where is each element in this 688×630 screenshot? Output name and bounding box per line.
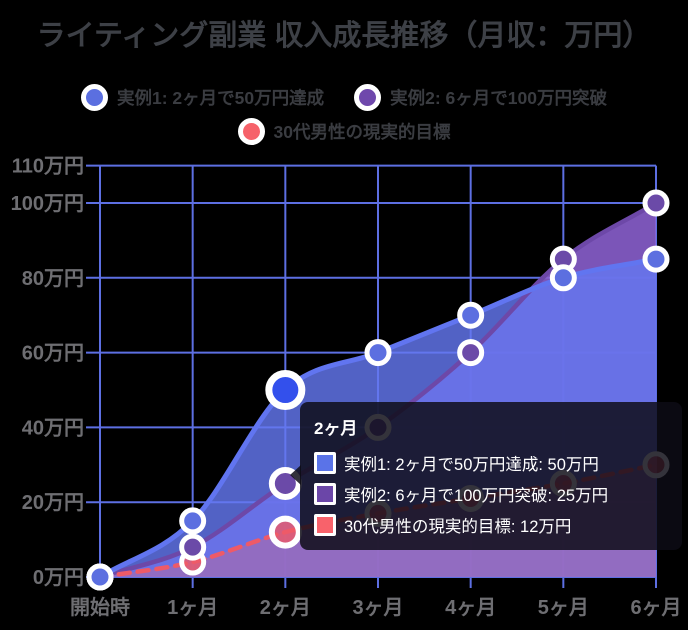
- legend-row-1: 実例1: 2ヶ月で50万円達成 実例2: 6ヶ月で100万円突破: [0, 84, 688, 111]
- legend-marker-series2-circle: [354, 84, 382, 111]
- data-point-series2[interactable]: [179, 533, 207, 561]
- data-point-series1[interactable]: [265, 370, 306, 410]
- x-axis-label: 4ヶ月: [445, 597, 496, 619]
- tooltip-row-label: 実例1: 2ヶ月で50万円達成: 50万円: [344, 455, 599, 474]
- x-axis-label: 3ヶ月: [352, 597, 403, 619]
- data-point-series1[interactable]: [364, 339, 392, 367]
- y-axis-label: 100万円: [11, 193, 84, 215]
- data-point-series2[interactable]: [457, 339, 485, 367]
- data-point-series1[interactable]: [457, 301, 485, 329]
- tooltip-rows: 実例1: 2ヶ月で50万円達成: 50万円 実例2: 6ヶ月で100万円突破: 2…: [314, 447, 666, 540]
- x-axis-label: 6ヶ月: [630, 597, 681, 619]
- legend-marker-series1-circle: [81, 84, 108, 111]
- legend-label-series2: 実例2: 6ヶ月で100万円突破: [390, 88, 607, 108]
- y-axis-label: 60万円: [22, 343, 84, 365]
- y-axis-label: 20万円: [22, 492, 84, 514]
- legend-row-2: 30代男性の現実的目標: [0, 118, 688, 145]
- chart-legend: 実例1: 2ヶ月で50万円達成 実例2: 6ヶ月で100万円突破 30代男性の現…: [0, 84, 688, 145]
- chart-tooltip: 2ヶ月 実例1: 2ヶ月で50万円達成: 50万円 実例2: 6ヶ月で100万円突…: [290, 402, 682, 550]
- legend-item-series2[interactable]: 実例2: 6ヶ月で100万円突破: [354, 84, 607, 111]
- x-axis-label: 2ヶ月: [260, 597, 311, 619]
- legend-item-series3[interactable]: 30代男性の現実的目標: [237, 118, 451, 145]
- y-axis-label: 110万円: [12, 156, 84, 178]
- tooltip-row-label: 実例2: 6ヶ月で100万円突破: 25万円: [344, 486, 609, 505]
- x-axis-label: 開始時: [70, 595, 130, 619]
- tooltip-color-swatch: [314, 513, 336, 536]
- tooltip-title: 2ヶ月: [314, 419, 358, 438]
- tooltip-row-label: 30代男性の現実的目標: 12万円: [344, 517, 572, 536]
- x-axis-label: 5ヶ月: [538, 597, 589, 619]
- data-point-series3[interactable]: [268, 515, 302, 549]
- legend-label-series3: 30代男性の現実的目標: [273, 122, 451, 142]
- tooltip-row: 実例2: 6ヶ月で100万円突破: 25万円: [314, 478, 666, 509]
- chart-title: ライティング副業 収入成長推移（月収：万円）: [36, 20, 652, 52]
- data-point-series1[interactable]: [642, 245, 670, 273]
- tooltip-row: 実例1: 2ヶ月で50万円達成: 50万円: [314, 447, 666, 478]
- tooltip-color-swatch: [314, 451, 336, 474]
- data-point-series1[interactable]: [549, 264, 577, 292]
- legend-marker-series3-circle: [237, 118, 265, 145]
- legend-item-series1[interactable]: 実例1: 2ヶ月で50万円達成: [81, 84, 324, 111]
- y-axis-label: 40万円: [22, 417, 84, 439]
- data-point-series1[interactable]: [86, 563, 114, 591]
- data-point-series1[interactable]: [179, 507, 207, 535]
- y-axis-label: 80万円: [22, 268, 84, 290]
- y-axis-label: 0万円: [33, 567, 84, 589]
- data-point-series2[interactable]: [642, 189, 670, 217]
- legend-label-series1: 実例1: 2ヶ月で50万円達成: [117, 88, 325, 108]
- tooltip-caret: [290, 465, 301, 485]
- tooltip-row: 30代男性の現実的目標: 12万円: [314, 509, 666, 540]
- tooltip-color-swatch: [314, 482, 336, 505]
- x-axis-label: 1ヶ月: [167, 597, 218, 619]
